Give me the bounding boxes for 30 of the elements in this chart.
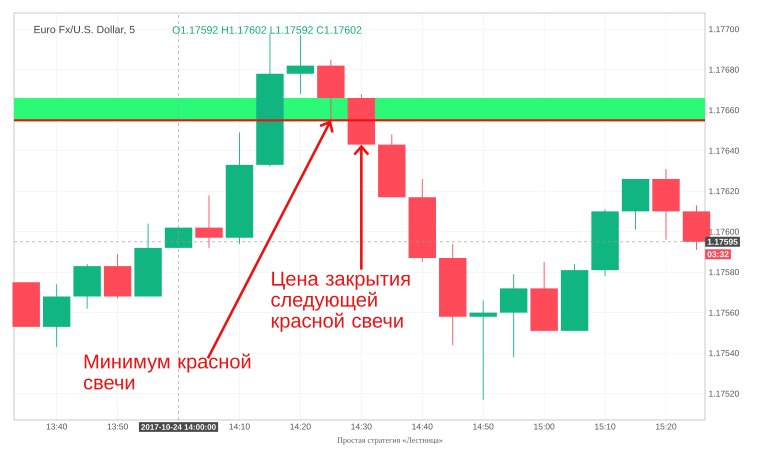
y-tick-label: 1.17600 — [709, 228, 739, 235]
text: 03:32 — [708, 251, 729, 258]
text: Euro Fx/U.S. Dollar, 5 — [34, 26, 135, 34]
y-tick-label: 1.17540 — [709, 350, 739, 356]
x-tick-label: 14:30 — [351, 424, 372, 430]
x-tick-label: 13:40 — [46, 424, 67, 430]
x-tick-label: 15:00 — [534, 424, 554, 430]
x-tick-label: 13:50 — [108, 424, 128, 430]
x-tick-label: 14:50 — [473, 424, 494, 430]
x-tick-label: 14:10 — [229, 424, 250, 430]
x-tick-label: 15:20 — [656, 424, 676, 430]
y-tick-label: 1.17520 — [709, 390, 739, 397]
candlestick — [469, 300, 497, 400]
annotation: Цена закрытия следующей красной свечи — [271, 272, 410, 332]
y-tick-label: 1.17680 — [709, 66, 739, 73]
x-tick-label: 14:20 — [290, 424, 311, 430]
x-tick-label: 14:40 — [412, 424, 433, 430]
text: O1.17592 H1.17602 L1.17592 C1.17602 — [172, 26, 362, 34]
y-tick-label: 1.17660 — [709, 107, 739, 114]
y-tick-label: 1.17620 — [709, 188, 739, 194]
y-tick-label: 1.17640 — [709, 148, 739, 154]
y-tick-label: 1.17700 — [709, 26, 739, 32]
ref-line-label: 1.17595 — [708, 238, 738, 245]
x-tick-label: 15:10 — [595, 424, 616, 430]
y-tick-label: 1.17580 — [709, 269, 739, 276]
ref-line-label: 2017-10-24 14:00:00 — [141, 424, 216, 430]
y-tick-label: 1.17560 — [709, 310, 739, 316]
text: Простая стратегия «Лестница» — [337, 438, 442, 444]
annotation: Минимум красной свечи — [84, 354, 250, 390]
candlestick — [286, 34, 314, 94]
